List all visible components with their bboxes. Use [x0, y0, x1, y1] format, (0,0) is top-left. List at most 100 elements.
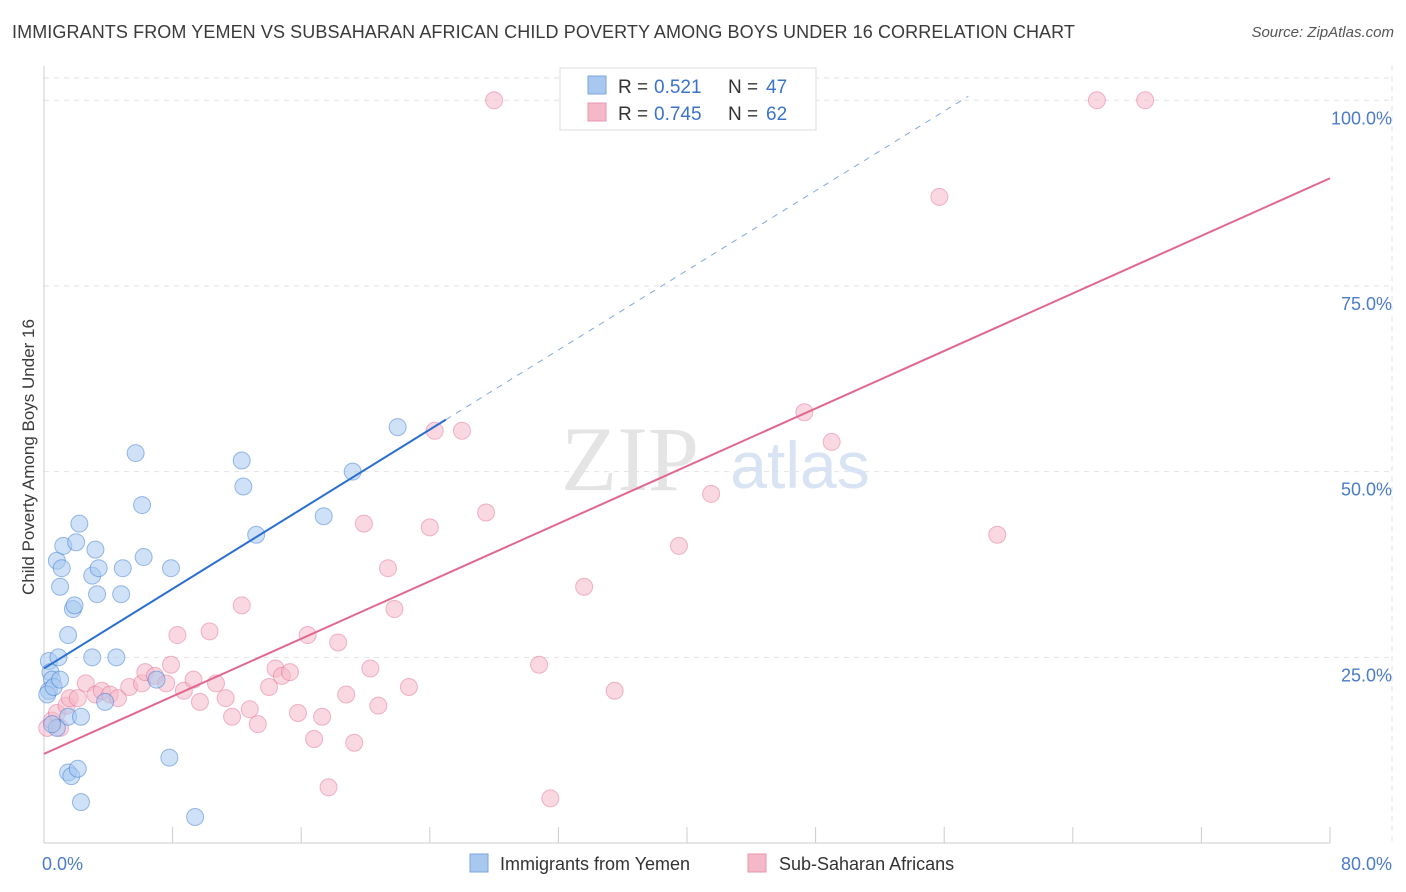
subsaharan-point-55 — [605, 681, 624, 700]
yemen-point-33 — [160, 748, 179, 767]
watermark-atlas: atlas — [730, 428, 869, 502]
subsaharan-point-49 — [452, 421, 471, 440]
yemen-point-25 — [107, 648, 126, 667]
subsaharan-point-36 — [313, 707, 332, 726]
y-tick-label-2: 75.0% — [1341, 294, 1392, 314]
subsaharan-point-42 — [361, 659, 380, 678]
chart-title: IMMIGRANTS FROM YEMEN VS SUBSAHARAN AFRI… — [12, 22, 1076, 42]
x-tick-label-1: 80.0% — [1341, 854, 1392, 874]
trend-line-yemen-extension — [445, 95, 969, 421]
yemen-point-24 — [83, 648, 102, 667]
subsaharan-point-7 — [76, 674, 95, 693]
subsaharan-point-39 — [337, 685, 356, 704]
subsaharan-point-56 — [669, 536, 688, 555]
yemen-point-21 — [86, 540, 105, 559]
subsaharan-point-21 — [190, 692, 209, 711]
yemen-point-19 — [71, 707, 90, 726]
watermark: ZIP atlas — [561, 408, 870, 510]
subsaharan-point-44 — [379, 559, 398, 578]
yemen-point-39 — [186, 808, 205, 827]
subsaharan-point-28 — [248, 715, 267, 734]
y-axis-label: Child Poverty Among Boys Under 16 — [19, 319, 38, 595]
yemen-point-27 — [113, 559, 132, 578]
yemen-point-7 — [51, 577, 70, 596]
yemen-point-8 — [52, 559, 71, 578]
subsaharan-point-57 — [702, 484, 721, 503]
subsaharan-point-63 — [1136, 91, 1155, 110]
subsaharan-point-60 — [930, 187, 949, 206]
legend-r-value-1: 0.521 — [654, 77, 702, 98]
legend-r-label-1: R = — [618, 77, 648, 98]
yemen-point-43 — [314, 507, 333, 526]
subsaharan-point-17 — [161, 655, 180, 674]
subsaharan-point-53 — [541, 789, 560, 808]
series-immigrants-from-yemen — [38, 418, 407, 827]
subsaharan-point-52 — [530, 655, 549, 674]
yemen-point-26 — [112, 585, 131, 604]
subsaharan-point-26 — [232, 596, 251, 615]
subsaharan-point-6 — [68, 689, 87, 708]
legend: R = 0.521 N = 47 R = 0.745 N = 62 — [559, 67, 817, 131]
subsaharan-point-20 — [184, 670, 203, 689]
trend-line-subsaharan — [43, 177, 1331, 755]
yemen-point-15 — [67, 533, 86, 552]
x-tick-label-0: 0.0% — [42, 854, 83, 874]
bottom-legend-label-blue: Immigrants from Yemen — [500, 854, 690, 874]
yemen-point-38 — [71, 793, 90, 812]
legend-n-value-2: 62 — [766, 104, 787, 125]
subsaharan-point-59 — [822, 432, 841, 451]
yemen-point-12 — [59, 626, 78, 645]
yemen-point-40 — [232, 451, 251, 470]
legend-n-label-2: N = — [728, 104, 758, 125]
source-credit: Source: ZipAtlas.com — [1251, 24, 1394, 41]
yemen-point-31 — [147, 670, 166, 689]
subsaharan-point-25 — [223, 707, 242, 726]
legend-swatch-blue — [587, 75, 607, 95]
bottom-legend-label-pink: Sub-Saharan Africans — [779, 854, 954, 874]
yemen-point-29 — [133, 496, 152, 515]
tick-labels: 25.0% 50.0% 75.0% 100.0% 0.0% 80.0% — [42, 108, 1392, 874]
subsaharan-point-27 — [240, 700, 259, 719]
subsaharan-point-37 — [319, 778, 338, 797]
yemen-point-45 — [388, 418, 407, 437]
subsaharan-point-58 — [795, 403, 814, 422]
subsaharan-point-46 — [399, 678, 418, 697]
legend-swatch-pink — [587, 102, 607, 122]
series-sub-saharan-africans — [38, 91, 1155, 808]
yemen-point-41 — [234, 477, 253, 496]
subsaharan-point-18 — [168, 626, 187, 645]
yemen-point-34 — [96, 692, 115, 711]
subsaharan-point-40 — [345, 733, 364, 752]
yemen-point-46 — [43, 715, 62, 734]
yemen-point-18 — [65, 596, 84, 615]
subsaharan-point-47 — [420, 518, 439, 537]
legend-r-value-2: 0.745 — [654, 104, 702, 125]
yemen-point-28 — [126, 444, 145, 463]
subsaharan-point-24 — [216, 689, 235, 708]
yemen-point-16 — [70, 514, 89, 533]
y-tick-label-3: 100.0% — [1331, 108, 1392, 128]
subsaharan-point-45 — [385, 600, 404, 619]
subsaharan-point-29 — [260, 678, 279, 697]
subsaharan-point-50 — [477, 503, 496, 522]
subsaharan-point-32 — [280, 663, 299, 682]
subsaharan-point-38 — [329, 633, 348, 652]
subsaharan-point-43 — [369, 696, 388, 715]
yemen-point-11 — [51, 670, 70, 689]
subsaharan-point-51 — [485, 91, 504, 110]
y-tick-label-1: 50.0% — [1341, 480, 1392, 500]
bottom-legend-swatch-blue — [469, 853, 489, 873]
subsaharan-point-41 — [354, 514, 373, 533]
legend-n-label-1: N = — [728, 77, 758, 98]
y-tick-label-0: 25.0% — [1341, 665, 1392, 685]
yemen-point-32 — [161, 559, 180, 578]
subsaharan-point-61 — [988, 525, 1007, 544]
bottom-legend: Immigrants from Yemen Sub-Saharan Africa… — [469, 853, 954, 874]
subsaharan-point-54 — [575, 577, 594, 596]
subsaharan-point-33 — [288, 704, 307, 723]
legend-r-label-2: R = — [618, 104, 648, 125]
yemen-point-30 — [134, 548, 153, 567]
watermark-zip: ZIP — [561, 408, 699, 510]
trend-lines — [43, 95, 1331, 755]
